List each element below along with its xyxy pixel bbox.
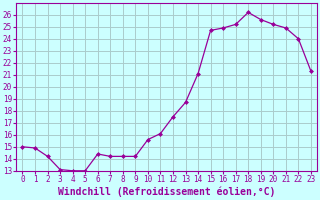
X-axis label: Windchill (Refroidissement éolien,°C): Windchill (Refroidissement éolien,°C) (58, 187, 276, 197)
